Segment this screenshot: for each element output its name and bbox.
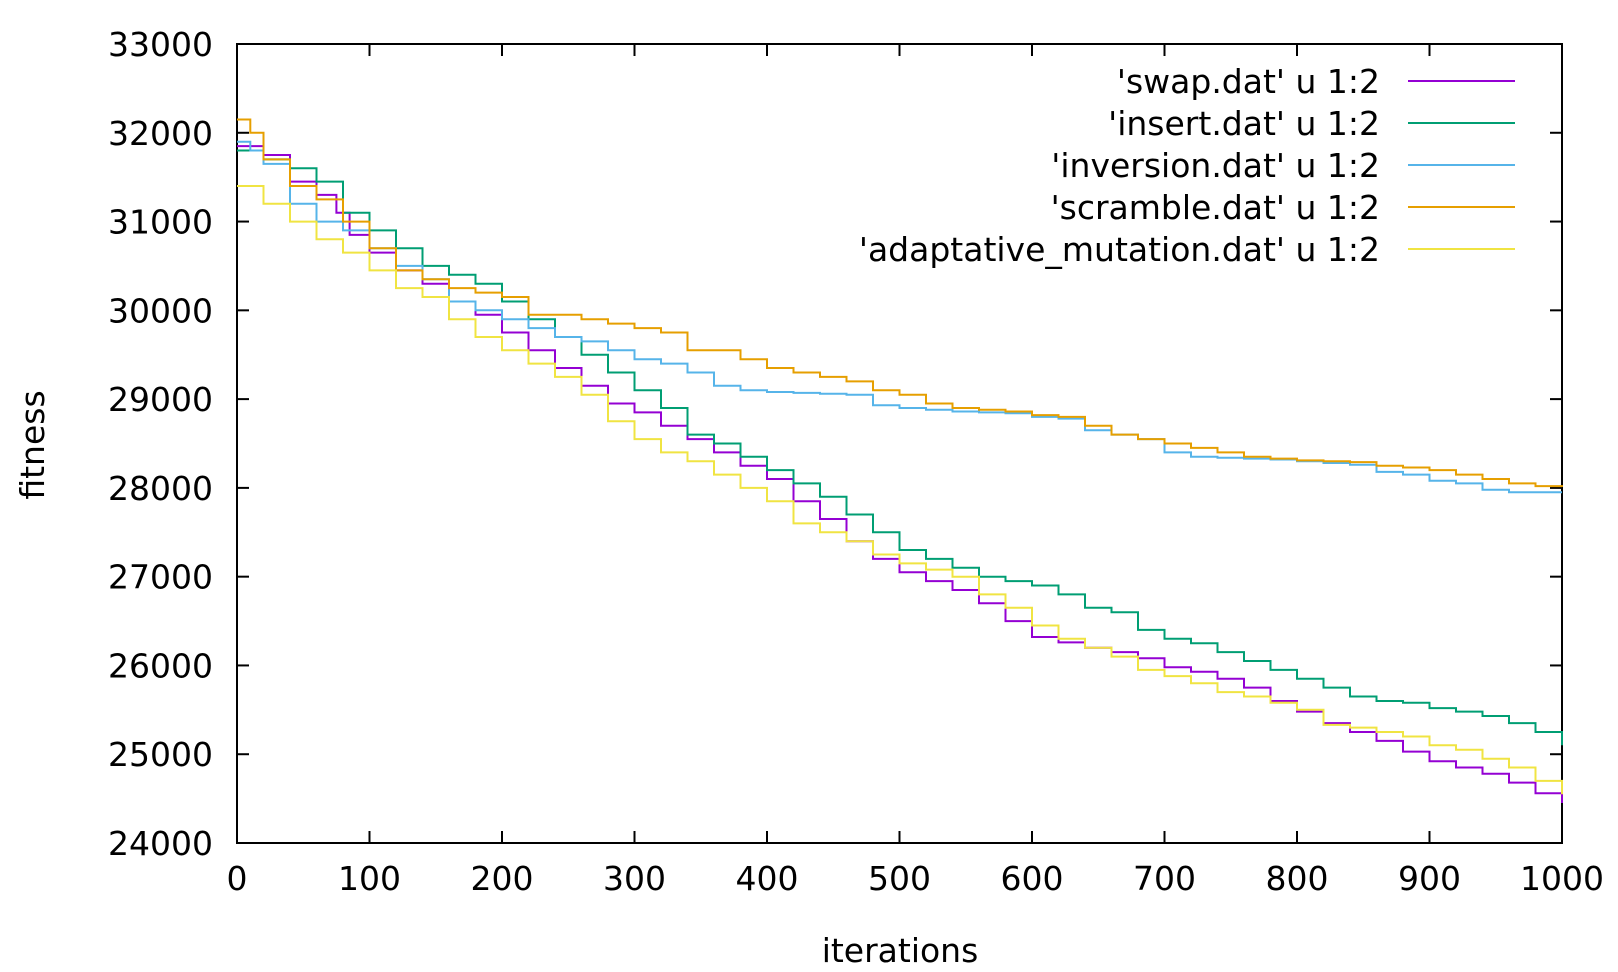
series-line [237,118,1563,488]
x-tick-label: 200 [471,859,534,898]
legend-label: 'inversion.dat' u 1:2 [1051,146,1380,185]
legend-label: 'adaptative_mutation.dat' u 1:2 [859,230,1380,269]
y-tick-label: 30000 [108,291,213,330]
y-tick-label: 28000 [108,469,213,508]
x-tick-label: 900 [1398,859,1461,898]
y-tick-label: 24000 [108,824,213,863]
y-tick-label: 29000 [108,380,213,419]
x-tick-label: 0 [227,859,248,898]
x-tick-label: 600 [1001,859,1064,898]
x-axis-label: iterations [822,931,979,970]
y-tick-label: 31000 [108,203,213,242]
x-tick-label: 300 [603,859,666,898]
legend-label: 'scramble.dat' u 1:2 [1051,188,1380,227]
series-lines [237,118,1563,803]
series-line [237,185,1563,795]
y-tick-label: 26000 [108,646,213,685]
series-line [237,149,1563,746]
axis-ticks: 0 100 200 300 400 500 600 700 800 900 1000 24000 250… [108,25,1604,898]
y-tick-label: 33000 [108,25,213,64]
y-tick-label: 27000 [108,558,213,597]
x-tick-label: 400 [736,859,799,898]
x-tick-label: 800 [1266,859,1329,898]
legend-label: 'swap.dat' u 1:2 [1117,62,1380,101]
x-tick-label: 100 [338,859,401,898]
y-tick-label: 32000 [108,114,213,153]
legend: 'swap.dat' u 1:2'insert.dat' u 1:2'inver… [859,62,1515,269]
x-tick-label: 1000 [1520,859,1604,898]
y-axis-label: fitness [13,390,52,499]
legend-label: 'insert.dat' u 1:2 [1108,104,1380,143]
x-tick-label: 700 [1133,859,1196,898]
x-tick-label: 500 [868,859,931,898]
y-tick-label: 25000 [108,735,213,774]
